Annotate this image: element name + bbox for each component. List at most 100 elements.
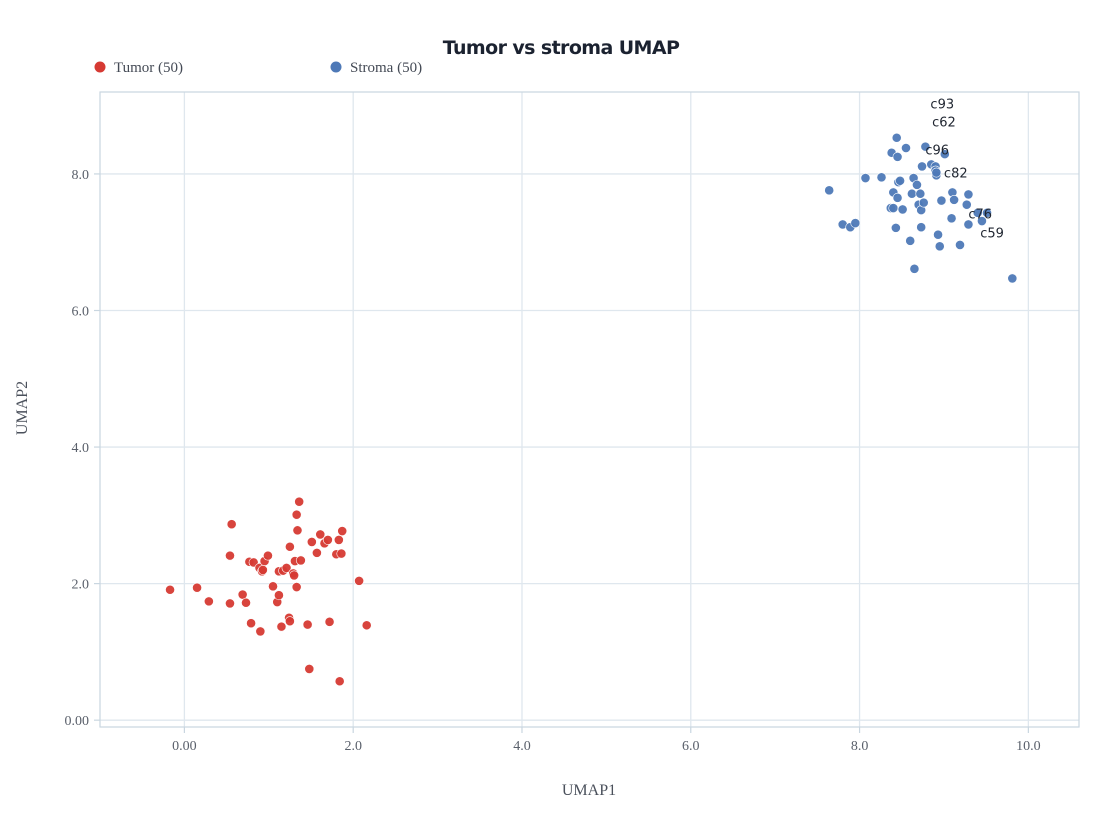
x-tick-label: 2.0 <box>344 739 362 754</box>
legend-label-stroma: Stroma (50) <box>350 60 422 76</box>
stroma-point[interactable] <box>946 213 957 224</box>
stroma-point[interactable] <box>824 185 835 196</box>
y-tick-label: 8.0 <box>72 168 90 183</box>
tumor-point[interactable] <box>289 570 300 581</box>
tumor-point[interactable] <box>268 581 278 592</box>
stroma-point[interactable] <box>860 173 871 183</box>
tumor-point[interactable] <box>291 582 302 592</box>
tumor-point[interactable] <box>334 676 345 687</box>
stroma-point[interactable] <box>933 229 943 240</box>
tumor-point[interactable] <box>324 616 335 627</box>
y-tick-label: 6.0 <box>72 304 90 319</box>
tumor-point[interactable] <box>263 550 273 561</box>
x-tick-label: 4.0 <box>513 739 531 754</box>
tumor-point[interactable] <box>315 529 326 540</box>
tumor-point[interactable] <box>276 621 287 632</box>
tumor-point[interactable] <box>304 664 315 674</box>
point-annotations: c93 c62 c96 c82 c76 c59 <box>925 98 1004 242</box>
stroma-point[interactable] <box>949 194 959 205</box>
plot-frame <box>99 91 1080 728</box>
y-tick-label: 4.0 <box>72 441 90 456</box>
stroma-point[interactable] <box>963 219 974 230</box>
tumor-point[interactable] <box>225 550 235 561</box>
stroma-point[interactable] <box>897 204 908 215</box>
stroma-point[interactable] <box>939 149 950 160</box>
tumor-point[interactable] <box>274 590 284 601</box>
tumor-point[interactable] <box>225 598 235 609</box>
stroma-point[interactable] <box>963 189 974 200</box>
tumor-point[interactable] <box>306 537 317 547</box>
tumor-point[interactable] <box>354 575 364 586</box>
grid-lines <box>100 92 1079 727</box>
tumor-point[interactable] <box>284 541 295 552</box>
tumor-point[interactable] <box>246 618 256 629</box>
x-tick-label: 6.0 <box>682 739 700 754</box>
stroma-point[interactable] <box>1007 273 1018 284</box>
stroma-point[interactable] <box>906 188 917 199</box>
tumor-point[interactable] <box>333 535 344 545</box>
stroma-point[interactable] <box>961 199 972 210</box>
stroma-point[interactable] <box>892 192 903 203</box>
stroma-point[interactable] <box>891 132 902 143</box>
stroma-point[interactable] <box>895 175 905 186</box>
stroma-point[interactable] <box>876 172 887 183</box>
tumor-point[interactable] <box>292 525 303 536</box>
stroma-point[interactable] <box>901 143 911 153</box>
stroma-point[interactable] <box>977 216 987 226</box>
tumor-point[interactable] <box>302 619 313 630</box>
tumor-point[interactable] <box>257 565 268 575</box>
stroma-point[interactable] <box>916 222 927 233</box>
chart-title: Tumor vs stroma UMAP <box>443 37 680 59</box>
tumor-point[interactable] <box>337 526 348 536</box>
tumor-point[interactable] <box>284 616 295 627</box>
tumor-point[interactable] <box>237 589 248 600</box>
tumor-point[interactable] <box>203 596 214 607</box>
stroma-point[interactable] <box>920 141 931 152</box>
point-label: c93 <box>930 98 954 113</box>
tumor-point[interactable] <box>255 626 266 637</box>
x-tick-label: 8.0 <box>851 739 869 754</box>
point-label: c59 <box>980 227 1004 242</box>
stroma-point[interactable] <box>955 240 965 250</box>
stroma-point[interactable] <box>888 203 899 213</box>
stroma-point[interactable] <box>934 241 945 252</box>
legend-label-tumor: Tumor (50) <box>114 60 183 76</box>
stroma-point[interactable] <box>918 197 929 208</box>
tumor-point[interactable] <box>165 584 175 595</box>
stroma-point[interactable] <box>909 263 920 274</box>
tumor-point[interactable] <box>226 519 237 530</box>
point-label: c62 <box>932 115 956 130</box>
series-stroma <box>824 132 1018 284</box>
tumor-point[interactable] <box>336 548 347 559</box>
y-tick-label: 0.00 <box>65 714 90 729</box>
series-tumor <box>165 496 372 687</box>
y-axis-label: UMAP2 <box>14 381 31 435</box>
axis-ticks: 0.00 2.0 4.0 6.0 8.0 10.0 0.00 2.0 4.0 6.0 8.0 <box>65 168 1041 754</box>
y-tick-label: 2.0 <box>72 578 90 593</box>
stroma-point[interactable] <box>915 188 926 199</box>
stroma-point[interactable] <box>892 151 903 162</box>
tumor-point[interactable] <box>295 555 306 566</box>
tumor-point[interactable] <box>291 509 302 520</box>
tumor-point[interactable] <box>281 563 292 573</box>
tumor-point[interactable] <box>322 535 333 545</box>
point-label: c96 <box>925 143 949 158</box>
point-label: c76 <box>968 208 992 223</box>
tumor-point[interactable] <box>361 620 372 631</box>
stroma-point[interactable] <box>917 161 927 172</box>
stroma-point[interactable] <box>931 167 942 178</box>
stroma-point[interactable] <box>850 218 861 228</box>
stroma-point[interactable] <box>890 222 901 233</box>
data-points <box>165 132 1018 687</box>
stroma-point[interactable] <box>936 195 947 206</box>
stroma-point[interactable] <box>912 179 922 190</box>
stroma-point[interactable] <box>982 207 992 218</box>
tumor-point[interactable] <box>192 582 202 593</box>
legend-marker-tumor <box>94 61 106 73</box>
stroma-point[interactable] <box>905 235 916 246</box>
tumor-point[interactable] <box>311 547 322 558</box>
tumor-point[interactable] <box>294 496 305 507</box>
tumor-point[interactable] <box>241 597 251 608</box>
x-tick-label: 10.0 <box>1016 739 1041 754</box>
